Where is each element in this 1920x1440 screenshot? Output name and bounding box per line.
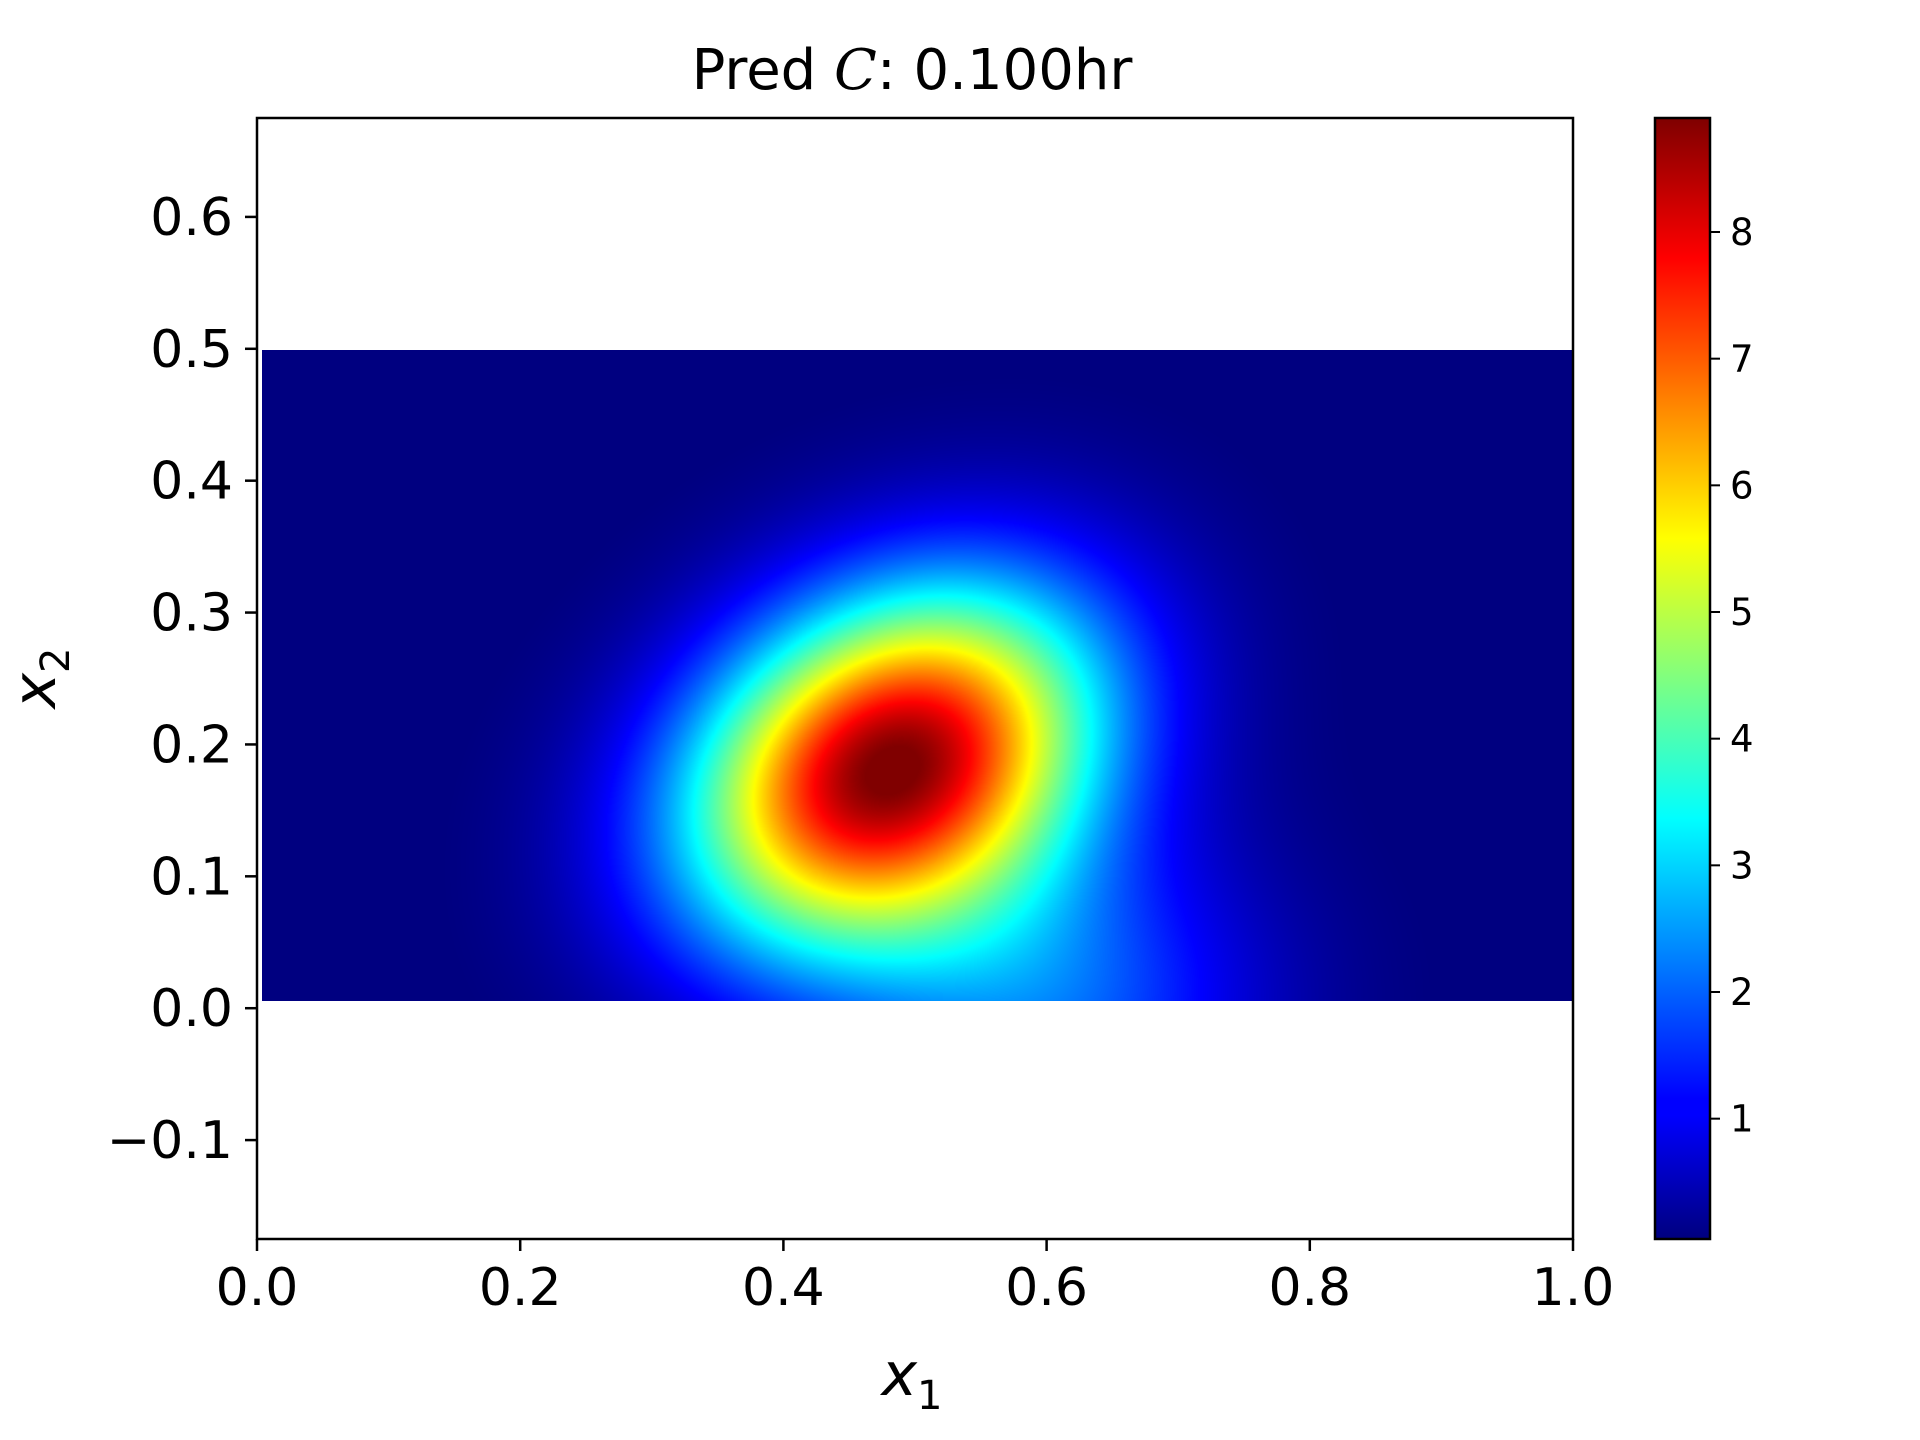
- colorbar-tick-label: 1: [1730, 1098, 1754, 1141]
- y-tick-label: 0.4: [150, 452, 233, 512]
- colorbar-tick-label: 7: [1730, 338, 1754, 381]
- colorbar-tick-label: 5: [1730, 591, 1754, 634]
- heatmap-image: [262, 350, 1573, 1001]
- colorbar-ticks: 1 2 3 4 5 6 7 8: [1710, 211, 1754, 1141]
- colorbar-tick-label: 4: [1730, 718, 1754, 761]
- x-tick-label: 1.0: [1532, 1258, 1615, 1318]
- y-tick-label: 0.6: [150, 188, 233, 248]
- y-tick-label: 0.2: [150, 715, 233, 775]
- y-tick-label: 0.5: [150, 320, 233, 380]
- colorbar-tick-label: 2: [1730, 971, 1754, 1014]
- y-axis: −0.1 0.0 0.1 0.2 0.3 0.4 0.5 0.6: [107, 188, 257, 1171]
- colorbar-tick-label: 8: [1730, 211, 1754, 254]
- x-tick-label: 0.0: [216, 1258, 299, 1318]
- y-tick-label: 0.3: [150, 584, 233, 644]
- x-axis: 0.0 0.2 0.4 0.6 0.8 1.0: [216, 1239, 1615, 1318]
- y-tick-label: 0.1: [150, 847, 233, 907]
- chart-title: Pred C: 0.100hr: [692, 38, 1134, 103]
- colorbar-tick-label: 3: [1730, 844, 1754, 887]
- y-tick-label: −0.1: [107, 1111, 233, 1171]
- x-tick-label: 0.6: [1005, 1258, 1088, 1318]
- x-tick-label: 0.8: [1268, 1258, 1351, 1318]
- colorbar: [1653, 116, 1712, 1241]
- x-tick-label: 0.2: [479, 1258, 562, 1318]
- x-tick-label: 0.4: [742, 1258, 825, 1318]
- y-axis-label: x2: [0, 648, 79, 711]
- x-axis-label: x1: [880, 1340, 943, 1419]
- y-tick-label: 0.0: [150, 979, 233, 1039]
- plot-frame: [255, 116, 1575, 1241]
- colorbar-tick-label: 6: [1730, 464, 1754, 507]
